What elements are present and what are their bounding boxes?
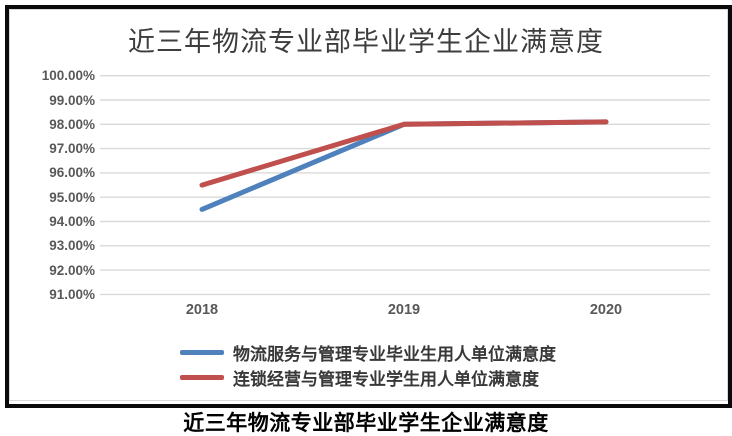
legend-label: 连锁经营与管理专业学生用人单位满意度 xyxy=(233,369,539,389)
chart-outer-box xyxy=(5,5,732,408)
y-tick-label: 99.00% xyxy=(49,92,95,108)
y-tick-label: 100.00% xyxy=(41,68,95,84)
y-tick-label: 92.00% xyxy=(49,262,95,278)
legend-line-swatch-red xyxy=(180,374,224,380)
legend-item: 连锁经营与管理专业学生用人单位满意度 xyxy=(180,367,539,389)
y-tick-label: 97.00% xyxy=(49,141,95,157)
legend-line-swatch-blue xyxy=(180,349,224,355)
x-tick-label: 2020 xyxy=(589,302,623,318)
legend-label: 物流服务与管理专业毕业生用人单位满意度 xyxy=(233,344,556,364)
y-tick-label: 96.00% xyxy=(49,165,95,181)
y-tick-label: 95.00% xyxy=(49,189,95,205)
legend-item: 物流服务与管理专业毕业生用人单位满意度 xyxy=(180,342,556,364)
y-tick-label: 94.00% xyxy=(49,214,95,229)
figure-caption: 近三年物流专业部毕业学生企业满意度 xyxy=(183,411,549,435)
y-tick-label: 93.00% xyxy=(49,238,95,254)
y-tick-label: 91.00% xyxy=(49,286,95,302)
x-tick-label: 2019 xyxy=(387,302,421,318)
y-tick-label: 98.00% xyxy=(49,116,95,132)
x-tick-label: 2018 xyxy=(185,302,219,318)
chart-title: 近三年物流专业部毕业学生企业满意度 xyxy=(128,27,604,57)
